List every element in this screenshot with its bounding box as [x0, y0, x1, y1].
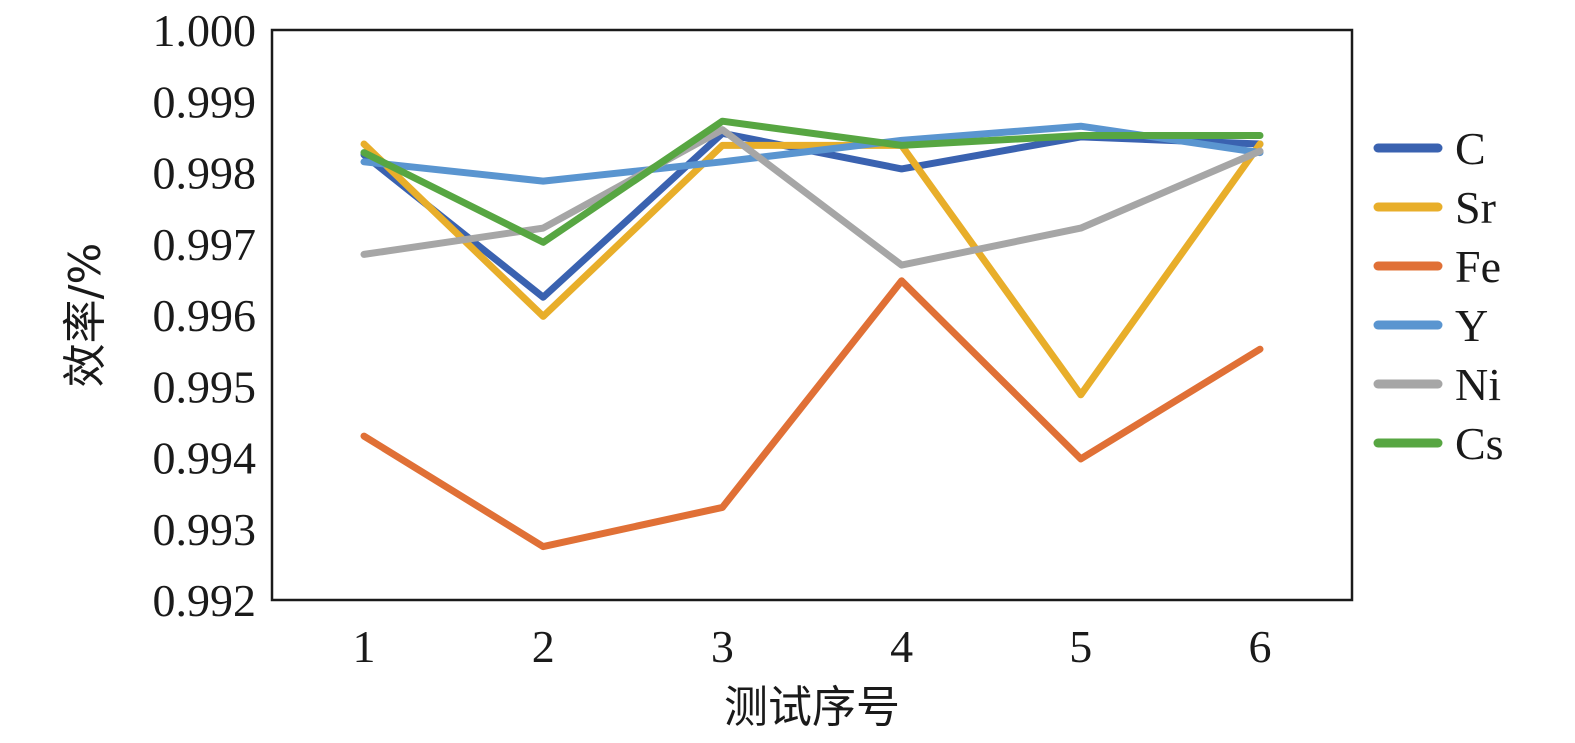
y-tick-label: 0.996 — [153, 290, 257, 341]
y-axis-ticks: 0.992 0.993 0.994 0.995 0.996 0.997 0.998 0.999… — [153, 5, 257, 626]
legend-label-cs: Cs — [1455, 418, 1504, 469]
x-tick-label: 5 — [1069, 621, 1092, 672]
y-tick-label: 0.993 — [153, 504, 257, 555]
y-tick-label: 0.995 — [153, 361, 257, 412]
plot-area — [270, 28, 1354, 602]
legend-label-ni: Ni — [1455, 359, 1501, 410]
y-tick-label: 0.998 — [153, 148, 257, 199]
x-tick-label: 2 — [532, 621, 555, 672]
y-axis-title: 效率/% — [60, 243, 111, 388]
x-tick-label: 1 — [353, 621, 376, 672]
x-tick-label: 6 — [1249, 621, 1272, 672]
y-tick-label: 0.997 — [153, 219, 257, 270]
series-lines — [360, 117, 1264, 551]
legend-label-sr: Sr — [1455, 182, 1496, 233]
legend-label-y: Y — [1455, 300, 1488, 351]
y-tick-label: 0.999 — [153, 76, 257, 127]
series-line-cs — [360, 117, 1264, 246]
legend-label-fe: Fe — [1455, 241, 1501, 292]
series-line-fe — [360, 277, 1264, 551]
legend-label-c: C — [1455, 123, 1486, 174]
x-axis-title: 测试序号 — [724, 682, 900, 733]
series-line-ni — [360, 126, 1264, 269]
y-tick-label: 0.994 — [153, 433, 257, 484]
y-tick-label: 1.000 — [153, 5, 257, 56]
x-tick-label: 3 — [711, 621, 734, 672]
series-line-y — [360, 122, 1264, 185]
series-line-sr — [360, 140, 1264, 399]
y-tick-label: 0.992 — [153, 575, 257, 626]
x-tick-label: 4 — [890, 621, 913, 672]
legend: C Sr Fe Y Ni Cs — [1373, 123, 1504, 469]
x-axis-ticks: 1 2 3 4 5 6 — [353, 621, 1272, 672]
